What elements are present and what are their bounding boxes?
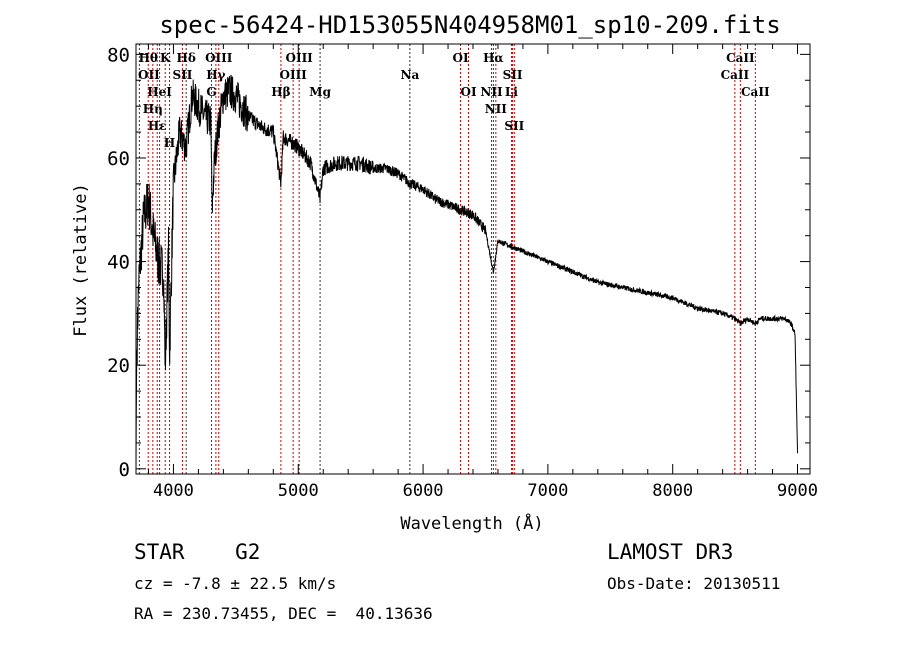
line-label: Mg <box>309 85 331 99</box>
y-tick-label: 60 <box>107 148 130 170</box>
line-label: CaII <box>741 85 770 99</box>
redshift-text: cz = -7.8 ± 22.5 km/s <box>134 574 337 593</box>
y-tick-label: 0 <box>119 459 130 481</box>
x-tick-label: 6000 <box>403 481 444 501</box>
line-label: HeI <box>147 85 172 99</box>
x-tick-label: 9000 <box>777 481 818 501</box>
x-tick-label: 5000 <box>278 481 319 501</box>
line-label: OI <box>461 85 477 99</box>
line-label: Hα <box>483 51 504 65</box>
ra-dec-text: RA = 230.73455, DEC = 40.13636 <box>134 604 433 623</box>
y-tick-label: 40 <box>107 252 130 274</box>
x-axis-label: Wavelength (Å) <box>400 512 543 534</box>
x-tick-label: 4000 <box>153 481 194 501</box>
line-label: Na <box>401 68 420 82</box>
line-label: Hη <box>143 102 163 116</box>
spectrum-line <box>135 74 798 469</box>
line-label: Hδ <box>177 51 196 65</box>
x-tick-label: 7000 <box>527 481 568 501</box>
line-label: Hγ <box>206 68 225 82</box>
line-label: NII <box>485 102 508 116</box>
line-label: Li <box>505 85 518 99</box>
plot-frame <box>135 43 811 475</box>
chart-title: spec-56424-HD153055N404958M01_sp10-209.f… <box>159 11 780 39</box>
line-label: OIII <box>280 68 308 82</box>
line-label: H <box>164 136 175 150</box>
line-label: K <box>160 51 171 65</box>
line-label: NII <box>480 85 503 99</box>
line-label: OIII <box>286 51 314 65</box>
line-label: OII <box>138 68 160 82</box>
object-class: STAR G2 <box>134 540 261 564</box>
line-label: SII <box>503 68 523 82</box>
line-label: Hβ <box>271 85 290 99</box>
x-tick-label: 8000 <box>652 481 693 501</box>
line-label: Hε <box>148 119 167 133</box>
line-label: CaII <box>726 51 755 65</box>
line-label: SII <box>504 119 524 133</box>
line-label: G <box>206 85 216 99</box>
line-label: OIII <box>205 51 233 65</box>
survey-label: LAMOST DR3 <box>607 540 734 564</box>
y-tick-label: 80 <box>107 44 130 66</box>
line-label: OI <box>453 51 469 65</box>
y-axis-label: Flux (relative) <box>71 183 91 337</box>
line-label: Hθ <box>139 51 158 65</box>
y-tick-label: 20 <box>107 355 130 377</box>
line-label: CaII <box>721 68 750 82</box>
obs-date: Obs-Date: 20130511 <box>607 574 781 593</box>
line-label: SII <box>173 68 193 82</box>
